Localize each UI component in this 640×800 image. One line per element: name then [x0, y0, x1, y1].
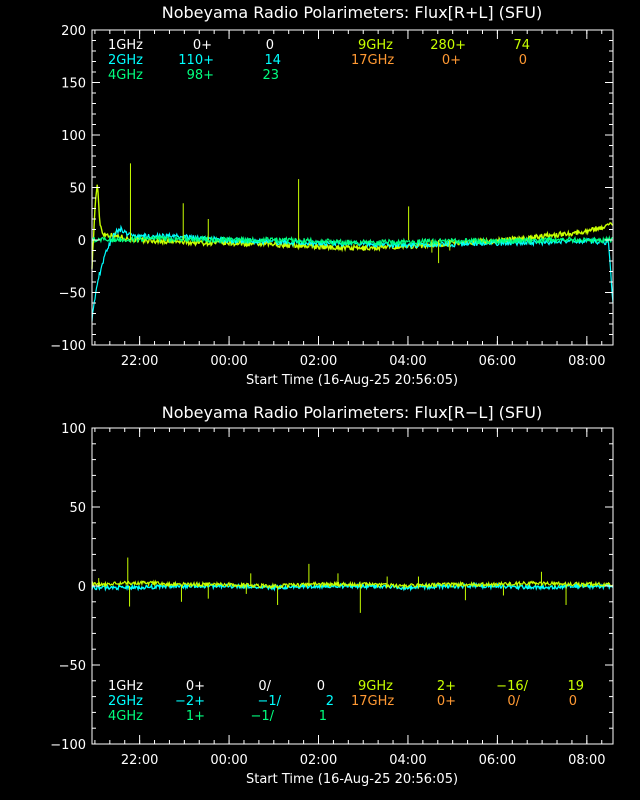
- legend2-4ghz-value-a: 1+: [186, 709, 205, 724]
- legend2-2ghz-value-b: −1/: [257, 694, 281, 709]
- legend-4ghz-value-b: 23: [262, 68, 279, 83]
- legend2-2ghz-value-c: 2: [326, 694, 334, 709]
- x-tick-label: 08:00: [568, 753, 605, 768]
- flux-sum-xlabel: Start Time (16-Aug-25 20:56:05): [246, 373, 458, 388]
- legend-17ghz-value-b: 0: [519, 53, 527, 68]
- x-tick-label: 00:00: [210, 354, 247, 369]
- y-tick-label: 50: [69, 182, 86, 197]
- legend-4ghz-name: 4GHz: [108, 68, 143, 83]
- x-tick-label: 06:00: [479, 354, 516, 369]
- flux-diff-series: [91, 557, 614, 613]
- y-tick-label: 100: [61, 422, 86, 437]
- legend-2ghz-name: 2GHz: [108, 53, 143, 68]
- flux-diff-panel: Nobeyama Radio Polarimeters: Flux[R−L] (…: [50, 403, 614, 787]
- legend2-2ghz-name: 2GHz: [108, 694, 143, 709]
- x-tick-label: 08:00: [568, 354, 605, 369]
- legend-4ghz-value-a: 98+: [187, 68, 214, 83]
- flux-sum-series: [91, 163, 614, 322]
- x-tick-label: 02:00: [300, 753, 337, 768]
- flux-diff-xlabel: Start Time (16-Aug-25 20:56:05): [246, 772, 458, 787]
- series-2ghz-line: [91, 581, 614, 592]
- legend2-4ghz-value-b: −1/: [250, 709, 274, 724]
- legend-2ghz-value-a: 110+: [178, 53, 214, 68]
- legend-1ghz-name: 1GHz: [108, 38, 143, 53]
- x-tick-label: 00:00: [210, 753, 247, 768]
- flux-sum-title: Nobeyama Radio Polarimeters: Flux[R+L] (…: [162, 3, 542, 22]
- legend2-17ghz-name: 17GHz: [351, 694, 394, 709]
- y-tick-label: −50: [59, 287, 86, 302]
- legend-2ghz-value-b: 14: [264, 53, 281, 68]
- legend2-17ghz-value-c: 0: [569, 694, 577, 709]
- x-tick-label: 22:00: [121, 354, 158, 369]
- legend2-1ghz-value-a: 0+: [186, 679, 205, 694]
- legend2-1ghz-value-b: 0/: [258, 679, 271, 694]
- legend2-4ghz-value-c: 1: [319, 709, 327, 724]
- flux-sum-panel: Nobeyama Radio Polarimeters: Flux[R+L] (…: [50, 3, 614, 388]
- legend-9ghz-value-b: 74: [513, 38, 530, 53]
- y-tick-label: 50: [69, 501, 86, 516]
- legend2-1ghz-value-c: 0: [317, 679, 325, 694]
- y-tick-label: 100: [61, 129, 86, 144]
- legend2-9ghz-value-b: −16/: [496, 679, 528, 694]
- flux-diff-title: Nobeyama Radio Polarimeters: Flux[R−L] (…: [162, 403, 542, 422]
- x-tick-label: 06:00: [479, 753, 516, 768]
- x-tick-label: 04:00: [389, 354, 426, 369]
- legend-17ghz-value-a: 0+: [442, 53, 461, 68]
- legend2-9ghz-name: 9GHz: [358, 679, 393, 694]
- legend-1ghz-value-a: 0+: [193, 38, 212, 53]
- legend2-17ghz-value-a: 0+: [437, 694, 456, 709]
- y-tick-label: 0: [78, 580, 86, 595]
- series-4ghz-line: [91, 234, 614, 247]
- legend2-4ghz-name: 4GHz: [108, 709, 143, 724]
- series-9ghz-line: [91, 579, 614, 590]
- y-tick-label: −100: [50, 738, 86, 753]
- legend-9ghz-value-a: 280+: [430, 38, 466, 53]
- y-tick-label: 150: [61, 77, 86, 92]
- legend2-9ghz-value-c: 19: [567, 679, 584, 694]
- legend2-1ghz-name: 1GHz: [108, 679, 143, 694]
- y-tick-label: 200: [61, 24, 86, 39]
- legend2-2ghz-value-a: −2+: [175, 694, 205, 709]
- y-tick-label: −50: [59, 659, 86, 674]
- legend-1ghz-value-b: 0: [266, 38, 274, 53]
- flux-sum-legend: 1GHz 0+ 0 2GHz 110+ 14 4GHz 98+ 23 9GHz …: [108, 38, 530, 83]
- flux-sum-ticks: −100 −50 0 50 100 150 200 22:00 00:00 02:00 04:00 0…: [50, 24, 613, 369]
- x-tick-label: 02:00: [300, 354, 337, 369]
- x-tick-label: 22:00: [121, 753, 158, 768]
- legend-17ghz-name: 17GHz: [351, 53, 394, 68]
- legend2-17ghz-value-b: 0/: [507, 694, 520, 709]
- legend-9ghz-name: 9GHz: [358, 38, 393, 53]
- x-tick-label: 04:00: [389, 753, 426, 768]
- flux-diff-legend: 1GHz 0+ 0/ 0 2GHz −2+ −1/ 2 4GHz 1+ −1/ …: [108, 679, 584, 724]
- y-tick-label: 0: [78, 234, 86, 249]
- y-tick-label: −100: [50, 339, 86, 354]
- legend2-9ghz-value-a: 2+: [437, 679, 456, 694]
